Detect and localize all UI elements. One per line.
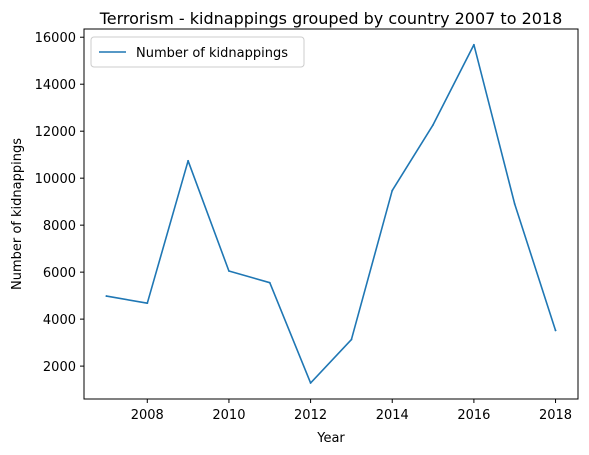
y-tick-label: 12000 bbox=[35, 125, 76, 140]
series-line bbox=[107, 45, 556, 383]
legend-label: Number of kidnappings bbox=[136, 46, 288, 61]
y-tick-label: 8000 bbox=[43, 219, 76, 234]
y-tick-label: 2000 bbox=[43, 360, 76, 375]
data-point bbox=[310, 382, 312, 384]
chart-title: Terrorism - kidnappings grouped by count… bbox=[99, 9, 563, 28]
data-point bbox=[391, 190, 393, 192]
x-axis: 2008 2010 2012 2014 2016 2018 bbox=[131, 399, 572, 423]
series-layer bbox=[106, 44, 557, 384]
data-point bbox=[187, 160, 189, 162]
x-tick-label: 2018 bbox=[539, 408, 572, 423]
data-point bbox=[228, 270, 230, 272]
x-tick-label: 2014 bbox=[376, 408, 409, 423]
plot-frame bbox=[84, 29, 578, 399]
x-tick-label: 2016 bbox=[457, 408, 490, 423]
data-point bbox=[473, 44, 475, 46]
data-point bbox=[106, 295, 108, 297]
y-tick-label: 16000 bbox=[35, 31, 76, 46]
data-point bbox=[269, 282, 271, 284]
x-tick-label: 2012 bbox=[294, 408, 327, 423]
data-point bbox=[514, 203, 516, 205]
data-point bbox=[432, 124, 434, 126]
x-axis-label: Year bbox=[316, 431, 345, 446]
y-axis: 2000 4000 6000 8000 10000 12000 14000 16000 bbox=[35, 31, 84, 375]
y-tick-label: 14000 bbox=[35, 78, 76, 93]
y-axis-label: Number of kidnappings bbox=[10, 138, 25, 290]
y-tick-label: 4000 bbox=[43, 313, 76, 328]
x-tick-label: 2008 bbox=[131, 408, 164, 423]
y-tick-label: 10000 bbox=[35, 172, 76, 187]
y-tick-label: 6000 bbox=[43, 266, 76, 281]
data-point bbox=[146, 302, 148, 304]
legend: Number of kidnappings bbox=[91, 37, 304, 67]
x-tick-label: 2010 bbox=[212, 408, 245, 423]
data-point bbox=[555, 330, 557, 332]
data-point bbox=[351, 339, 353, 341]
